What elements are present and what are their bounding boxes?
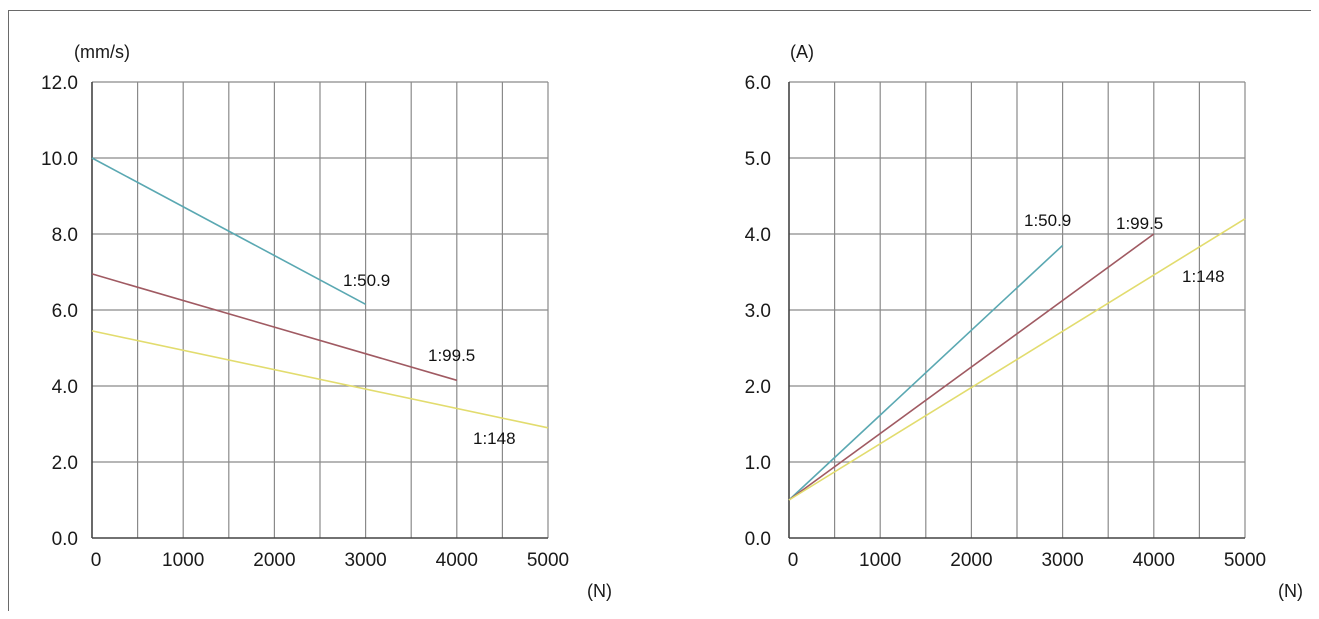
speed-y-tick-label: 10.0 [41, 149, 78, 170]
current-series-label-1-50-9: 1:50.9 [1024, 211, 1071, 230]
speed-x-tick-label: 4000 [436, 550, 478, 571]
speed-series-line-1-50-9 [91, 157, 366, 306]
speed-chart-ticks: 0.0 2.0 4.0 6.0 8.0 10.0 12.0 0 1000 2000 3000 4000… [41, 73, 569, 571]
speed-series-line-1-148 [91, 330, 549, 429]
current-y-tick-label: 3.0 [745, 301, 771, 322]
speed-x-tick-label: 2000 [253, 550, 295, 571]
current-chart-axes [788, 82, 1245, 539]
speed-chart-y-unit: (mm/s) [74, 42, 130, 62]
speed-series-label-1-99-5: 1:99.5 [428, 346, 475, 365]
current-x-tick-label: 4000 [1133, 550, 1175, 571]
speed-y-tick-label: 6.0 [52, 301, 78, 322]
current-x-tick-label: 3000 [1041, 550, 1083, 571]
speed-y-tick-label: 8.0 [52, 225, 78, 246]
current-chart-grid [789, 81, 1246, 538]
speed-chart: 0.0 2.0 4.0 6.0 8.0 10.0 12.0 0 1000 2000 3000 4000… [41, 42, 612, 601]
current-y-tick-label: 4.0 [745, 225, 771, 246]
current-series-line-1-99-5 [788, 233, 1155, 501]
current-y-tick-label: 5.0 [745, 149, 771, 170]
current-series-label-1-148: 1:148 [1182, 267, 1225, 286]
current-chart-y-unit: (A) [790, 42, 814, 62]
speed-series-label-1-50-9: 1:50.9 [343, 271, 390, 290]
current-y-tick-label: 2.0 [745, 377, 771, 398]
current-x-tick-label: 5000 [1224, 550, 1266, 571]
current-x-tick-label: 0 [788, 550, 799, 571]
speed-x-tick-label: 3000 [344, 550, 386, 571]
speed-y-tick-label: 0.0 [52, 529, 78, 550]
current-chart-ticks: 0.0 1.0 2.0 3.0 4.0 5.0 6.0 0 1000 2000 3000 4000 50… [745, 73, 1267, 571]
speed-x-tick-label: 0 [91, 550, 102, 571]
current-chart-series [788, 218, 1246, 501]
current-series-line-1-148 [788, 218, 1246, 501]
current-series-line-1-50-9 [788, 244, 1064, 501]
speed-y-tick-label: 2.0 [52, 453, 78, 474]
speed-chart-series [91, 157, 549, 429]
current-y-tick-label: 0.0 [745, 529, 771, 550]
current-y-tick-label: 6.0 [745, 73, 771, 94]
speed-chart-x-unit: (N) [587, 581, 612, 601]
current-series-label-1-99-5: 1:99.5 [1116, 214, 1163, 233]
speed-y-tick-label: 12.0 [41, 73, 78, 94]
current-chart: 0.0 1.0 2.0 3.0 4.0 5.0 6.0 0 1000 2000 3000 4000 50… [745, 42, 1303, 601]
speed-chart-grid [92, 81, 549, 538]
current-x-tick-label: 2000 [950, 550, 992, 571]
speed-y-tick-label: 4.0 [52, 377, 78, 398]
figure-frame [8, 10, 1311, 611]
current-x-tick-label: 1000 [859, 550, 901, 571]
current-y-tick-label: 1.0 [745, 453, 771, 474]
speed-series-line-1-99-5 [91, 273, 458, 382]
speed-series-label-1-148: 1:148 [473, 429, 516, 448]
current-chart-x-unit: (N) [1278, 581, 1303, 601]
speed-x-tick-label: 1000 [162, 550, 204, 571]
speed-x-tick-label: 5000 [527, 550, 569, 571]
